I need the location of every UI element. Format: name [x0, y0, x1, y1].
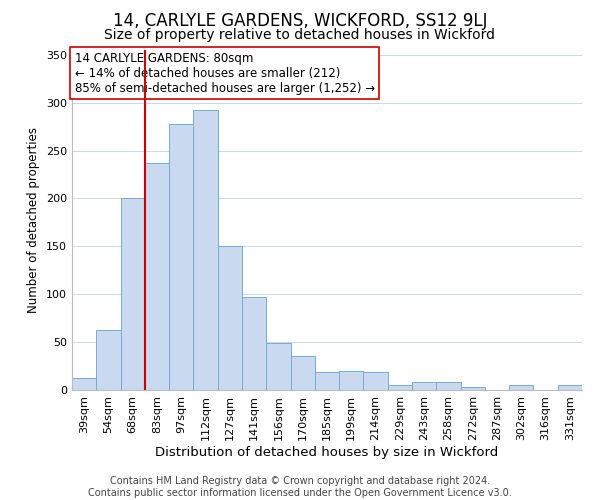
Bar: [242, 297, 266, 390]
Bar: [388, 385, 412, 390]
Text: Size of property relative to detached houses in Wickford: Size of property relative to detached ho…: [104, 28, 496, 42]
Bar: [436, 382, 461, 390]
Y-axis label: Number of detached properties: Number of detached properties: [28, 127, 40, 313]
Bar: [121, 198, 145, 390]
Bar: [558, 385, 582, 390]
Bar: [266, 343, 290, 390]
Bar: [96, 330, 121, 390]
Bar: [509, 385, 533, 390]
Bar: [315, 372, 339, 390]
Text: 14 CARLYLE GARDENS: 80sqm
← 14% of detached houses are smaller (212)
85% of semi: 14 CARLYLE GARDENS: 80sqm ← 14% of detac…: [74, 52, 374, 94]
Bar: [145, 163, 169, 390]
Bar: [72, 378, 96, 390]
Bar: [339, 371, 364, 390]
Text: 14, CARLYLE GARDENS, WICKFORD, SS12 9LJ: 14, CARLYLE GARDENS, WICKFORD, SS12 9LJ: [113, 12, 487, 30]
Bar: [364, 372, 388, 390]
Text: Contains HM Land Registry data © Crown copyright and database right 2024.
Contai: Contains HM Land Registry data © Crown c…: [88, 476, 512, 498]
Bar: [412, 382, 436, 390]
Bar: [461, 387, 485, 390]
Bar: [290, 356, 315, 390]
Bar: [193, 110, 218, 390]
Bar: [169, 124, 193, 390]
X-axis label: Distribution of detached houses by size in Wickford: Distribution of detached houses by size …: [155, 446, 499, 458]
Bar: [218, 246, 242, 390]
